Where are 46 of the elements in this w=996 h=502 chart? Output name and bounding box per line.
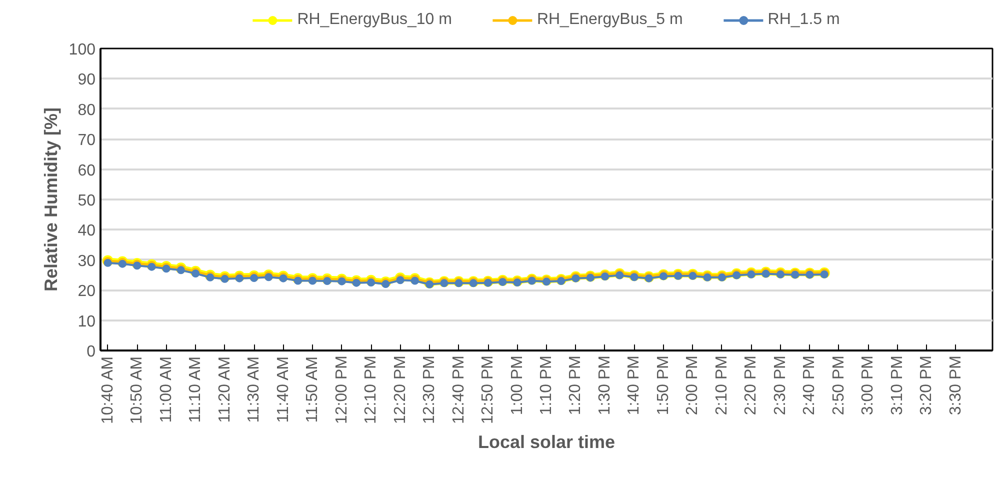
y-tick-label: 80 xyxy=(78,102,96,119)
x-tick-label: 11:50 AM xyxy=(304,356,322,423)
y-tick-label: 90 xyxy=(78,72,96,89)
y-tick-label: 40 xyxy=(78,222,96,240)
x-tick-label: 12:50 PM xyxy=(480,356,497,424)
x-tick-label: 2:50 PM xyxy=(830,355,848,416)
x-tick-label: 1:50 PM xyxy=(654,355,672,416)
x-tick-label: 2:00 PM xyxy=(684,355,702,416)
x-tick-label: 12:20 PM xyxy=(392,356,409,424)
x-tick-label: 1:30 PM xyxy=(596,355,614,416)
x-tick-label: 12:00 PM xyxy=(333,356,350,424)
x-tick-label: 11:20 AM xyxy=(216,356,234,423)
y-axis-title: Relative Humidity [%] xyxy=(40,107,61,292)
x-tick-label: 3:20 PM xyxy=(918,355,936,416)
x-tick-label: 3:00 PM xyxy=(860,355,877,416)
x-tick-label: 2:20 PM xyxy=(742,355,760,416)
y-tick-label: 100 xyxy=(68,42,96,58)
y-tick-label: 60 xyxy=(78,162,96,180)
legend-label: RH_EnergyBus_10 m xyxy=(297,11,452,29)
y-tick-label: 50 xyxy=(78,192,96,210)
y-tick-label: 70 xyxy=(78,132,96,150)
x-tick-label: 2:40 PM xyxy=(801,355,818,416)
x-tick-label: 2:10 PM xyxy=(713,355,730,416)
y-tick-label: 10 xyxy=(78,313,96,330)
y-tick-label: 0 xyxy=(86,344,96,360)
x-tick-label: 12:40 PM xyxy=(450,356,468,424)
legend-label: RH_1.5 m xyxy=(768,11,840,29)
x-tick-label: 3:30 PM xyxy=(947,355,964,416)
x-tick-label: 1:40 PM xyxy=(626,355,643,416)
x-tick-label: 1:20 PM xyxy=(567,355,584,416)
x-tick-label: 11:30 AM xyxy=(246,356,263,423)
x-tick-label: 3:10 PM xyxy=(888,355,906,416)
legend-label: RH_EnergyBus_5 m xyxy=(536,11,683,29)
x-tick-label: 1:10 PM xyxy=(538,355,556,416)
x-tick-label: 10:50 AM xyxy=(128,356,146,424)
x-tick-label: 11:10 AM xyxy=(187,356,204,423)
y-tick-label: 20 xyxy=(78,283,96,300)
x-tick-label: 11:00 AM xyxy=(158,356,175,423)
x-tick-label: 12:30 PM xyxy=(421,356,438,424)
x-axis-title: Local solar time xyxy=(478,432,616,452)
x-tick-label: 10:40 AM xyxy=(99,356,116,424)
x-tick-label: 1:00 PM xyxy=(508,355,526,416)
x-tick-label: 11:40 AM xyxy=(274,356,292,423)
y-tick-label: 30 xyxy=(78,252,96,270)
x-tick-label: 2:30 PM xyxy=(772,355,789,416)
x-tick-label: 12:10 PM xyxy=(362,356,380,424)
